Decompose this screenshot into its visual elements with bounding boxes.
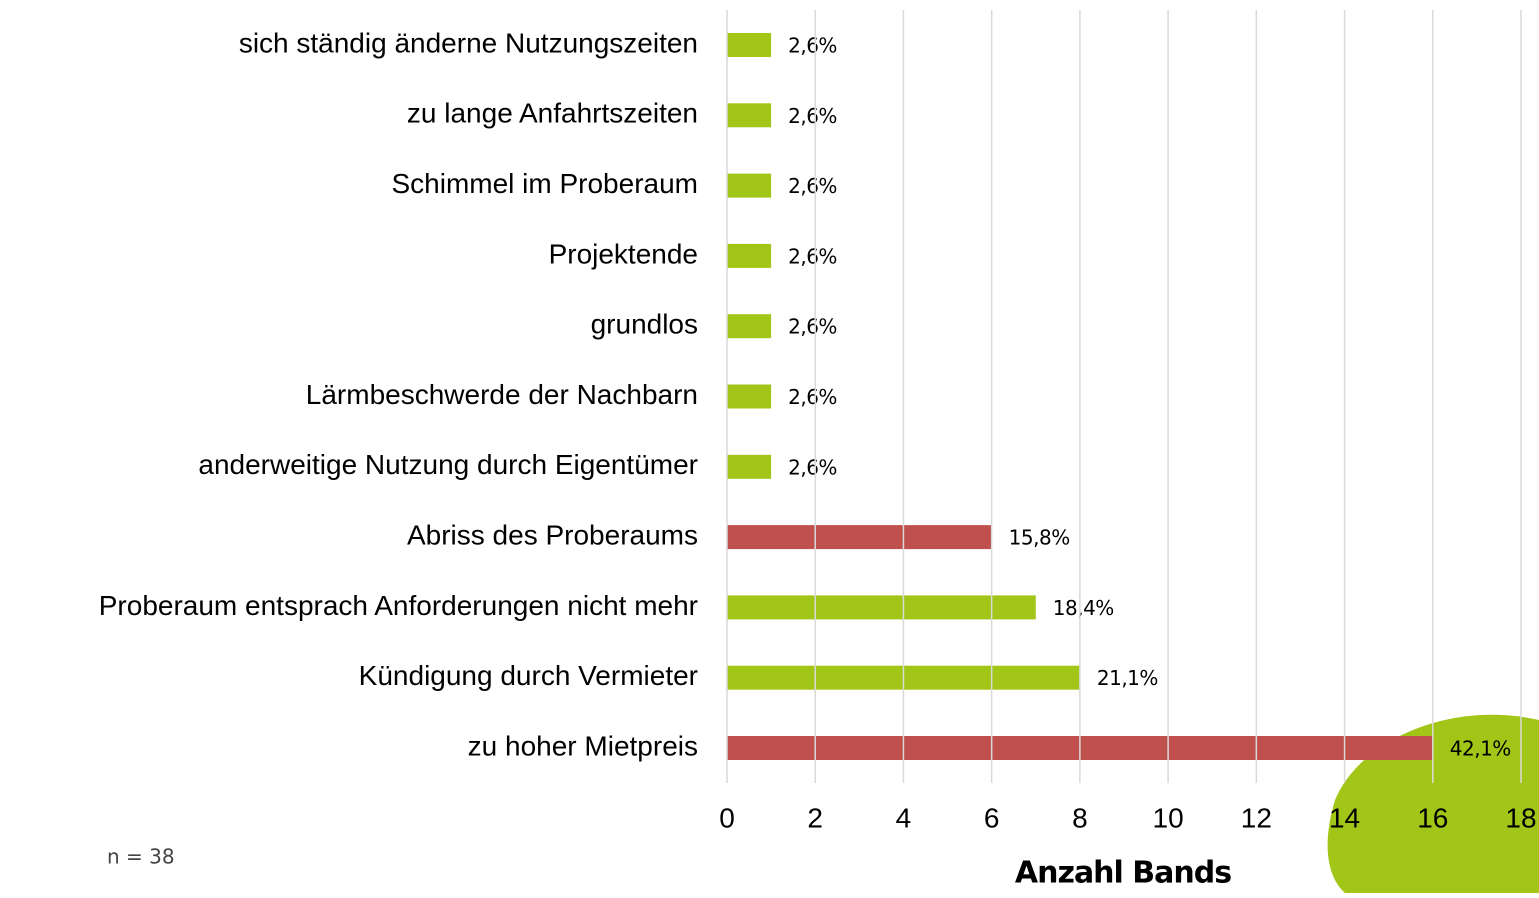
value-label: 21,1% (1097, 666, 1158, 690)
x-tick-label: 2 (807, 802, 823, 833)
bar (727, 455, 771, 479)
value-label: 2,6% (788, 385, 837, 409)
category-label: Lärmbeschwerde der Nachbarn (306, 379, 698, 410)
bar (727, 314, 771, 338)
value-label: 2,6% (788, 455, 837, 479)
bar (727, 33, 771, 57)
bar (727, 385, 771, 409)
value-label: 2,6% (788, 315, 837, 339)
x-tick-label: 4 (896, 802, 912, 833)
x-tick-label: 6 (984, 802, 1000, 833)
x-axis-title: Anzahl Bands (1015, 856, 1231, 891)
category-label: grundlos (591, 309, 698, 340)
value-label: 2,6% (788, 104, 837, 128)
category-label: sich ständig änderne Nutzungszeiten (239, 27, 698, 58)
value-label: 2,6% (788, 244, 837, 268)
chart: 42,1% zu hoher Mietpreis 21,1% Kündigung du… (0, 0, 1539, 893)
value-label: 15,8% (1009, 526, 1070, 550)
category-label: Schimmel im Proberaum (391, 168, 698, 199)
category-label: zu lange Anfahrtszeiten (407, 98, 698, 129)
value-label: 2,6% (788, 34, 837, 58)
bar (727, 595, 1036, 619)
category-label: Kündigung durch Vermieter (359, 660, 698, 691)
value-label: 2,6% (788, 174, 837, 198)
category-label: anderweitige Nutzung durch Eigentümer (198, 449, 698, 480)
note: n = 38 (107, 845, 175, 869)
value-label: 42,1% (1450, 737, 1511, 761)
bar (727, 103, 771, 127)
category-label: zu hoher Mietpreis (468, 730, 698, 761)
x-tick-label: 14 (1329, 802, 1360, 833)
x-tick-label: 16 (1417, 802, 1448, 833)
category-label: Proberaum entsprach Anforderungen nicht … (99, 590, 698, 621)
x-tick-label: 12 (1241, 802, 1272, 833)
value-label: 18,4% (1053, 596, 1114, 620)
x-tick-label: 18 (1505, 802, 1536, 833)
x-tick-label: 8 (1072, 802, 1088, 833)
bar (727, 525, 992, 549)
x-tick-label: 0 (719, 802, 735, 833)
category-label: Abriss des Proberaums (407, 519, 698, 550)
bar (727, 244, 771, 268)
bar (727, 174, 771, 198)
x-tick-label: 10 (1153, 802, 1184, 833)
category-label: Projektende (549, 238, 698, 269)
